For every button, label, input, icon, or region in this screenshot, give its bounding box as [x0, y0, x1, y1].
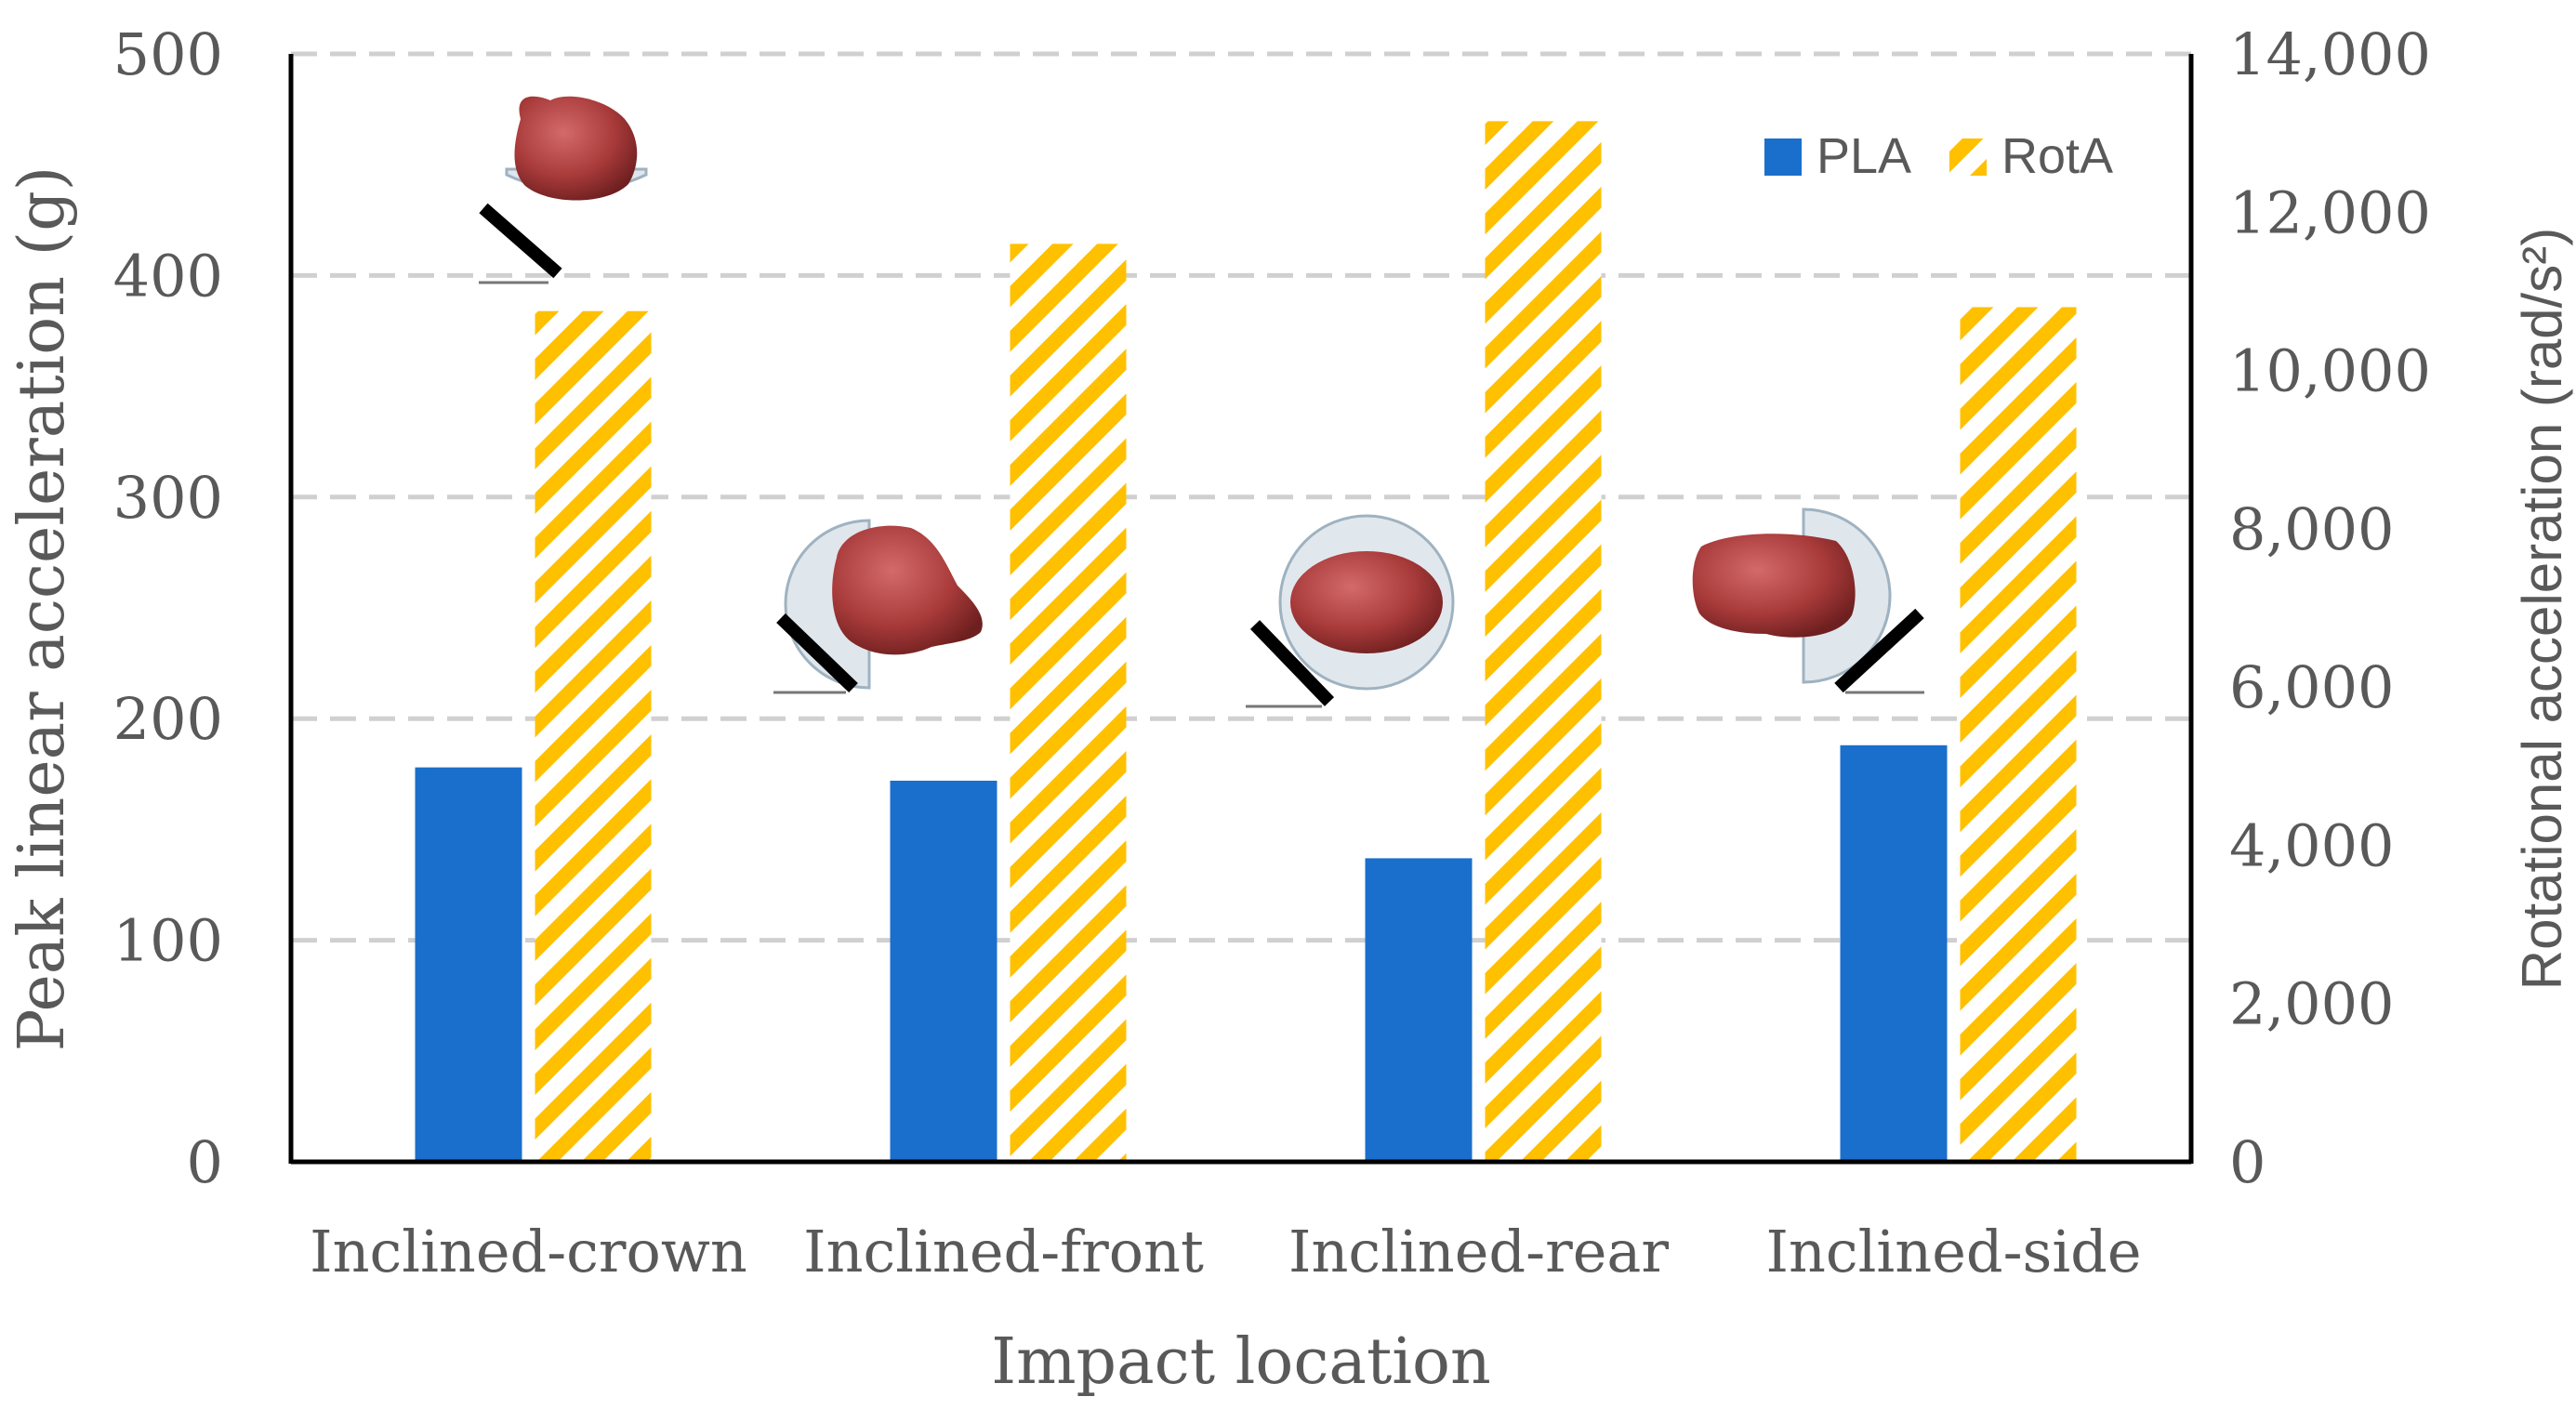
left-y-tick-label: 300: [113, 464, 223, 532]
head-impact-illustration-rear: [1246, 514, 1455, 708]
bars: [415, 121, 2077, 1162]
left-y-tick-label: 400: [113, 242, 223, 310]
bar-rota: [1485, 121, 1602, 1162]
right-y-tick-label: 4,000: [2229, 811, 2395, 879]
bar-pla: [890, 780, 997, 1162]
left-y-tick-label: 500: [113, 20, 223, 88]
legend-swatch-rota: [1949, 138, 1987, 176]
bar-pla: [415, 767, 522, 1162]
right-y-axis-title: Rotational acceleration (rad/s²): [2511, 228, 2573, 990]
bar-pla: [1840, 744, 1948, 1162]
head-impact-illustration-side: [1692, 507, 1924, 694]
legend-label-pla: PLA: [1816, 128, 1911, 184]
head-impact-illustration-crown: [479, 96, 648, 284]
right-y-tick-label: 14,000: [2229, 20, 2431, 88]
head-impact-illustration-front: [773, 519, 983, 694]
left-y-axis-title: Peak linear acceleration (g): [6, 166, 79, 1052]
bar-rota: [535, 310, 652, 1162]
category-label: Inclined-crown: [310, 1218, 747, 1285]
left-y-tick-label: 100: [113, 907, 223, 975]
bar-pla: [1365, 858, 1473, 1162]
left-y-tick-label: 200: [113, 685, 223, 753]
x-axis-title: Impact location: [991, 1325, 1491, 1399]
left-y-tick-label: 0: [187, 1128, 223, 1196]
legend: PLA RotA: [1764, 128, 2113, 184]
category-label: Inclined-front: [803, 1218, 1204, 1285]
right-y-tick-labels: 0 2,000 4,000 6,000 8,000 10,000 12,000 14,000: [2229, 20, 2431, 1196]
category-labels: Inclined-crown Inclined-front Inclined-rea…: [310, 1218, 2141, 1285]
legend-swatch-pla: [1764, 138, 1802, 176]
right-y-tick-label: 12,000: [2229, 178, 2431, 246]
right-y-tick-label: 10,000: [2229, 337, 2431, 405]
category-label: Inclined-side: [1765, 1218, 2141, 1285]
bar-rota: [1960, 307, 2077, 1162]
category-label: Inclined-rear: [1288, 1218, 1669, 1285]
left-y-tick-labels: 0 100 200 300 400 500: [113, 20, 223, 1196]
right-y-tick-label: 2,000: [2229, 970, 2395, 1038]
right-y-tick-label: 8,000: [2229, 495, 2395, 563]
bar-rota: [1010, 244, 1127, 1162]
right-y-tick-label: 0: [2229, 1128, 2266, 1196]
right-y-tick-label: 6,000: [2229, 653, 2395, 721]
legend-label-rota: RotA: [2001, 128, 2113, 184]
